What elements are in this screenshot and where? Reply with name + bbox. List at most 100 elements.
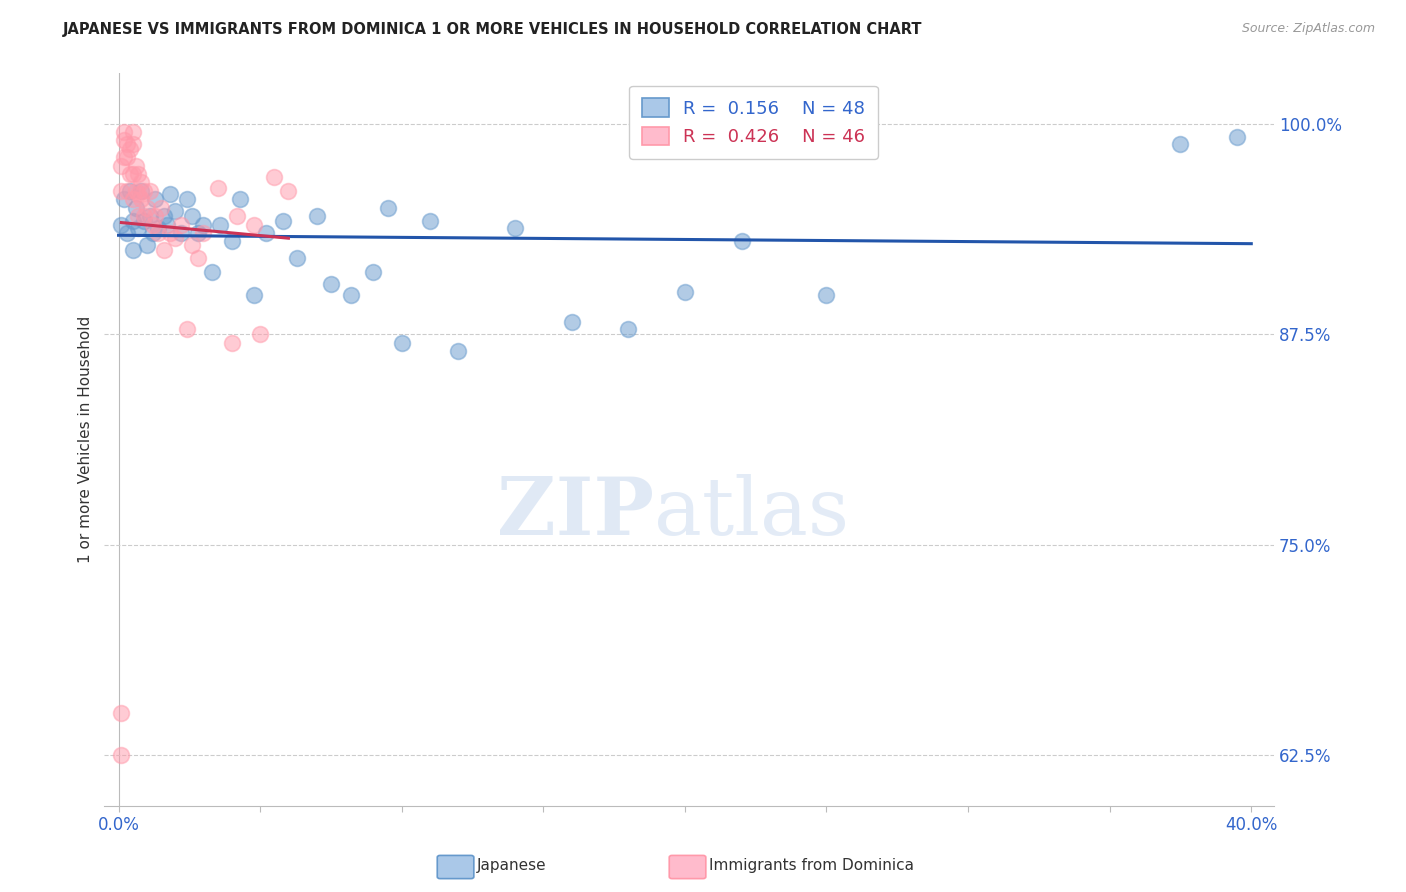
Point bbox=[377, 201, 399, 215]
Point bbox=[138, 184, 160, 198]
Point bbox=[391, 335, 413, 350]
Point bbox=[209, 218, 232, 232]
Point bbox=[339, 288, 361, 302]
Point bbox=[1226, 130, 1249, 145]
Point bbox=[112, 150, 135, 164]
Point bbox=[118, 184, 141, 198]
Point bbox=[143, 209, 166, 223]
Point bbox=[229, 192, 252, 206]
Point bbox=[181, 237, 204, 252]
Point bbox=[187, 252, 209, 266]
Point bbox=[447, 343, 470, 358]
Point bbox=[193, 226, 215, 240]
Point bbox=[112, 192, 135, 206]
Point bbox=[112, 125, 135, 139]
Legend: R =  0.156    N = 48, R =  0.426    N = 46: R = 0.156 N = 48, R = 0.426 N = 46 bbox=[628, 86, 877, 159]
Y-axis label: 1 or more Vehicles in Household: 1 or more Vehicles in Household bbox=[79, 316, 93, 563]
Point bbox=[730, 235, 752, 249]
Point bbox=[305, 209, 328, 223]
Point bbox=[150, 201, 173, 215]
Point bbox=[561, 315, 583, 329]
Point bbox=[132, 184, 155, 198]
Point bbox=[285, 252, 308, 266]
Point bbox=[110, 159, 132, 173]
Text: atlas: atlas bbox=[654, 474, 849, 551]
Point bbox=[673, 285, 696, 299]
Point bbox=[254, 226, 277, 240]
Point bbox=[249, 327, 271, 342]
Point bbox=[148, 221, 170, 235]
Point bbox=[243, 288, 266, 302]
Point bbox=[143, 192, 166, 206]
Text: Japanese: Japanese bbox=[477, 858, 547, 872]
Point bbox=[277, 184, 299, 198]
Point bbox=[159, 187, 181, 202]
Point bbox=[141, 218, 163, 232]
Point bbox=[363, 265, 385, 279]
Point bbox=[221, 235, 243, 249]
Point bbox=[176, 322, 198, 336]
Point bbox=[110, 748, 132, 763]
Point bbox=[271, 214, 294, 228]
Point bbox=[121, 214, 143, 228]
Point bbox=[110, 706, 132, 720]
Point bbox=[129, 184, 152, 198]
Point bbox=[193, 218, 215, 232]
Point bbox=[156, 218, 179, 232]
Point bbox=[124, 184, 146, 198]
Point bbox=[115, 184, 138, 198]
Point bbox=[121, 125, 143, 139]
Point bbox=[132, 209, 155, 223]
Point bbox=[115, 226, 138, 240]
Point bbox=[503, 221, 526, 235]
Point bbox=[170, 226, 193, 240]
Point bbox=[617, 322, 640, 336]
Point bbox=[112, 133, 135, 147]
Point bbox=[153, 243, 176, 257]
Point bbox=[419, 214, 441, 228]
Point bbox=[159, 226, 181, 240]
Point bbox=[110, 218, 132, 232]
Point bbox=[165, 231, 187, 245]
Point bbox=[181, 209, 204, 223]
Text: ZIP: ZIP bbox=[498, 474, 654, 551]
Point bbox=[118, 167, 141, 181]
Point bbox=[127, 187, 149, 202]
Point bbox=[121, 136, 143, 151]
Point bbox=[207, 180, 229, 194]
Point bbox=[127, 167, 149, 181]
Point bbox=[170, 218, 193, 232]
Text: Immigrants from Dominica: Immigrants from Dominica bbox=[709, 858, 914, 872]
Point bbox=[110, 184, 132, 198]
Point bbox=[127, 209, 149, 223]
Point bbox=[135, 201, 157, 215]
Point bbox=[165, 204, 187, 219]
Point bbox=[115, 136, 138, 151]
Point bbox=[221, 335, 243, 350]
Point bbox=[121, 192, 143, 206]
Point bbox=[263, 170, 285, 185]
Point bbox=[115, 150, 138, 164]
Point bbox=[127, 221, 149, 235]
Point bbox=[201, 265, 224, 279]
Point bbox=[815, 288, 838, 302]
Point bbox=[153, 209, 176, 223]
Text: Source: ZipAtlas.com: Source: ZipAtlas.com bbox=[1241, 22, 1375, 36]
Point bbox=[129, 176, 152, 190]
Point bbox=[124, 159, 146, 173]
Point bbox=[121, 167, 143, 181]
Point bbox=[118, 142, 141, 156]
Point bbox=[141, 226, 163, 240]
Point bbox=[135, 237, 157, 252]
Point bbox=[132, 214, 155, 228]
Point bbox=[319, 277, 342, 291]
Point bbox=[1170, 136, 1192, 151]
Point bbox=[129, 192, 152, 206]
Point bbox=[226, 209, 249, 223]
Point bbox=[187, 226, 209, 240]
Text: JAPANESE VS IMMIGRANTS FROM DOMINICA 1 OR MORE VEHICLES IN HOUSEHOLD CORRELATION: JAPANESE VS IMMIGRANTS FROM DOMINICA 1 O… bbox=[63, 22, 922, 37]
Point bbox=[148, 226, 170, 240]
Point bbox=[124, 201, 146, 215]
Point bbox=[176, 192, 198, 206]
Point bbox=[138, 209, 160, 223]
